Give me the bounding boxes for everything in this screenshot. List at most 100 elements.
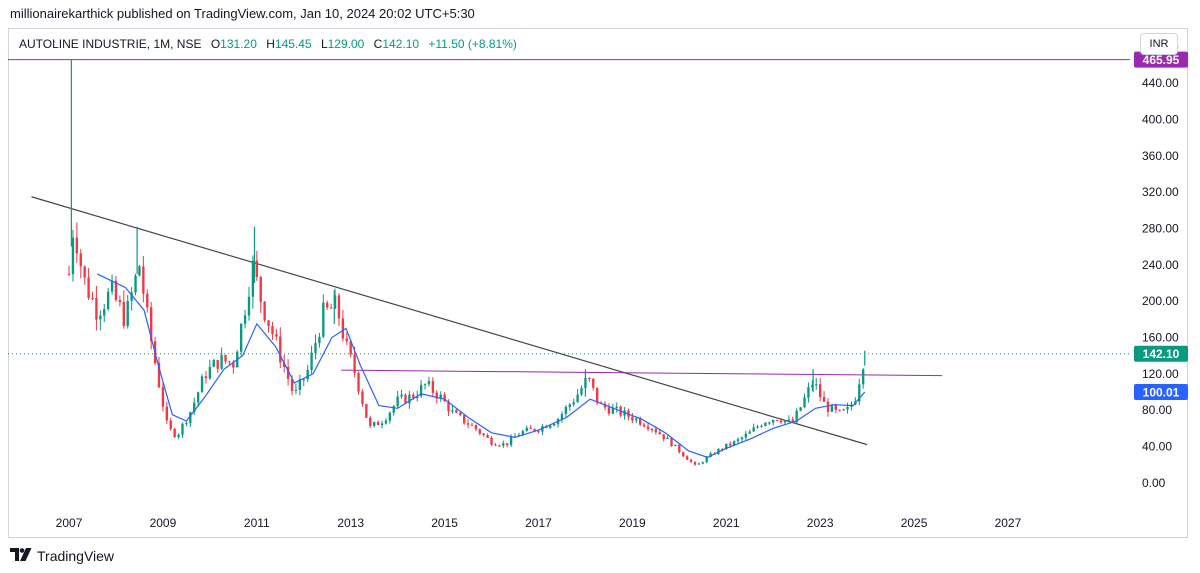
candle-body (639, 418, 642, 425)
open-label: O (210, 37, 221, 51)
candle-body (216, 360, 219, 369)
x-tick-label: 2017 (525, 516, 552, 530)
candle-body (439, 394, 442, 399)
candle-body (811, 384, 814, 388)
y-tick-label: 440.00 (1142, 76, 1179, 90)
candle-body (431, 381, 435, 393)
candle-body (615, 406, 618, 408)
candle-body (846, 407, 849, 410)
candle-body (462, 415, 466, 424)
high-value: 145.45 (274, 37, 312, 51)
candle-body (232, 362, 235, 368)
candle-body (400, 394, 403, 397)
candle-body (611, 407, 614, 414)
candle-body (169, 420, 172, 429)
candle-body (658, 432, 661, 435)
last-price-label: 142.10 (1143, 347, 1180, 361)
candle-body (224, 354, 227, 362)
candle-body (294, 389, 298, 391)
candle-body (181, 423, 184, 435)
candle-body (459, 412, 462, 416)
symbol-name[interactable]: AUTOLINE INDUSTRIE, 1M, NSE (19, 37, 202, 51)
y-tick-label: 0.00 (1142, 476, 1166, 490)
candle-body (333, 295, 337, 309)
candle-body (99, 315, 102, 320)
y-tick-label: 120.00 (1142, 367, 1179, 381)
candle-body (736, 439, 740, 442)
candle-body (404, 394, 407, 404)
candle-body (807, 387, 810, 398)
candle-body (533, 428, 536, 432)
candle-body (251, 260, 255, 297)
candle-body (791, 419, 794, 423)
candle-body (318, 336, 321, 344)
candle-body (419, 384, 423, 397)
high-price-label: 465.95 (1143, 53, 1180, 67)
resistance-line (341, 369, 943, 377)
y-tick-label: 280.00 (1142, 222, 1179, 236)
y-tick-label: 200.00 (1142, 294, 1179, 308)
candle-body (834, 405, 837, 410)
candle-body (157, 363, 161, 388)
candle-body (380, 423, 384, 426)
candle-body (803, 397, 806, 408)
candle-body (392, 406, 395, 413)
symbol-legend: AUTOLINE INDUSTRIE, 1M, NSE O131.20 H145… (19, 37, 517, 51)
candle-body (478, 429, 481, 434)
candle-body (412, 394, 415, 398)
x-tick-label: 2019 (619, 516, 646, 530)
candle-body (322, 302, 325, 337)
candle-body (701, 462, 704, 464)
candle-body (830, 405, 834, 412)
candle-body (142, 266, 145, 294)
x-tick-label: 2021 (713, 516, 740, 530)
candle-body (650, 428, 654, 430)
candle-body (642, 424, 646, 427)
candle-body (443, 394, 446, 402)
candle-body (396, 396, 399, 407)
candle-body (451, 410, 454, 412)
candle-body (498, 445, 501, 447)
change-value: +11.50 (+8.81%) (428, 37, 517, 51)
candle-body (721, 448, 724, 450)
candle-body (635, 418, 638, 421)
candle-body (549, 425, 552, 428)
candle-body (349, 341, 352, 355)
candle-body (290, 378, 294, 391)
candle-body (427, 381, 431, 385)
candle-body (408, 394, 411, 404)
candle-body (130, 292, 133, 301)
candle-body (423, 384, 427, 386)
descending-trendline (31, 196, 868, 446)
tradingview-footer: TradingView (10, 547, 114, 565)
candle-body (506, 443, 509, 446)
candle-body (384, 420, 388, 424)
candle-body (783, 420, 787, 423)
candle-body (521, 431, 525, 435)
candle-body (286, 367, 290, 379)
candle-body (607, 407, 611, 414)
x-tick-label: 2013 (337, 516, 364, 530)
candle-body (494, 444, 497, 446)
candle-body (103, 309, 106, 316)
candle-body (87, 277, 90, 298)
x-tick-label: 2007 (56, 516, 83, 530)
candle-body (576, 394, 579, 403)
candle-body (682, 452, 685, 457)
low-value: 129.00 (327, 37, 365, 51)
candle-body (646, 426, 650, 429)
y-tick-label: 360.00 (1142, 149, 1179, 163)
candle-body (114, 280, 118, 300)
candle-body (697, 463, 701, 465)
candle-body (369, 417, 372, 426)
candle-body (685, 456, 689, 460)
candle-body (490, 437, 493, 445)
candle-body (329, 307, 333, 309)
candle-body (568, 404, 571, 408)
candle-body (189, 412, 192, 424)
candle-body (228, 361, 231, 363)
y-tick-label: 320.00 (1142, 185, 1179, 199)
candle-body (95, 298, 98, 320)
currency-button[interactable]: INR (1140, 33, 1178, 55)
